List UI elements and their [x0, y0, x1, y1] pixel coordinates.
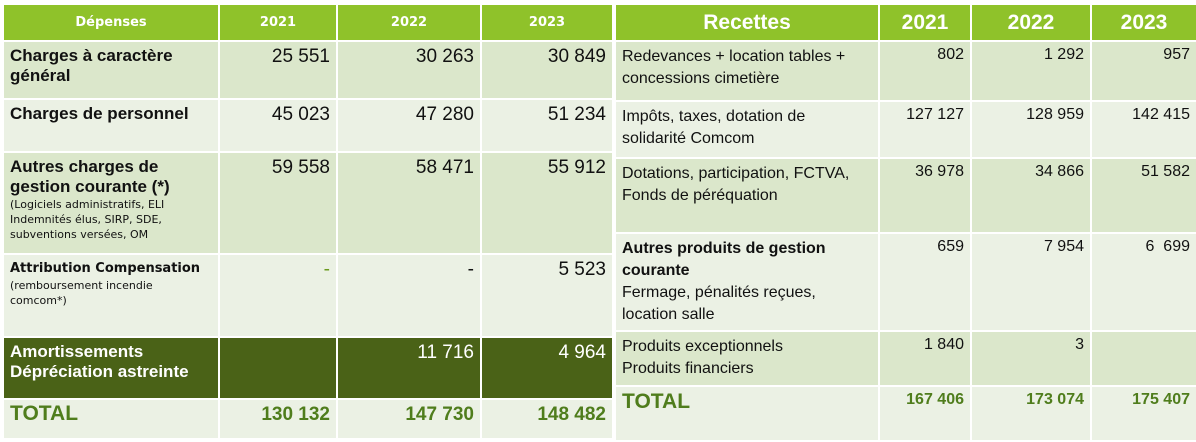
header-recettes: Recettes	[614, 3, 880, 42]
row-label-cell: Produits exceptionnels Produits financier…	[614, 330, 880, 387]
header-2023: 2023	[480, 3, 614, 42]
value-2023: 55 912	[480, 151, 614, 255]
table-row: Autres charges de gestion courante (*) (L…	[2, 151, 614, 255]
value-2022: 7 954	[970, 232, 1092, 332]
value-2021: 45 023	[218, 98, 338, 153]
value-2022: 1 292	[970, 40, 1092, 102]
header-depenses: Dépenses	[2, 3, 220, 42]
row-note: Produits financiers	[622, 360, 754, 377]
header-row: Dépenses 2021 2022 2023	[2, 3, 614, 42]
value-2022: 11 716	[336, 336, 482, 400]
row-label: Dotations, participation, FCTVA, Fonds d…	[614, 157, 880, 234]
value-2022: 3	[970, 330, 1092, 387]
depenses-table: Dépenses 2021 2022 2023 Charges à caract…	[2, 3, 614, 440]
value-2023: 142 415	[1090, 100, 1196, 159]
header-2022: 2022	[336, 3, 482, 42]
row-label: Charges de personnel	[2, 98, 220, 153]
table-row: Amortissements Dépréciation astreinte 11…	[2, 336, 614, 400]
header-2023: 2023	[1090, 3, 1196, 42]
table-row: Dotations, participation, FCTVA, Fonds d…	[614, 157, 1196, 234]
value-2022: 47 280	[336, 98, 482, 153]
total-row: TOTAL 130 132 147 730 148 482	[2, 398, 614, 440]
header-2021: 2021	[878, 3, 972, 42]
header-2021: 2021	[218, 3, 338, 42]
value-2023: 4 964	[480, 336, 614, 400]
value-2021: 802	[878, 40, 972, 102]
value-2021	[218, 336, 338, 400]
total-2023: 175 407	[1090, 385, 1196, 442]
row-note: (Logiciels administratifs, ELI Indemnité…	[10, 198, 165, 241]
value-2023: 5 523	[480, 253, 614, 338]
row-label: Autres produits de gestion courante	[622, 240, 826, 279]
table-row: Attribution Compensation (remboursement …	[2, 253, 614, 338]
total-2022: 173 074	[970, 385, 1092, 442]
row-label: Impôts, taxes, dotation de solidarité Co…	[614, 100, 880, 159]
value-2021: 1 840	[878, 330, 972, 387]
header-row: Recettes 2021 2022 2023	[614, 3, 1196, 42]
row-label: Charges à caractère général	[2, 40, 220, 100]
table-row: Produits exceptionnels Produits financier…	[614, 330, 1196, 387]
value-2023: 957	[1090, 40, 1196, 102]
value-2023: 6 699	[1090, 232, 1196, 332]
header-2022: 2022	[970, 3, 1092, 42]
row-label: Autres charges de gestion courante (*)	[10, 157, 170, 196]
recettes-table: Recettes 2021 2022 2023 Redevances + loc…	[614, 3, 1196, 442]
value-2021: 59 558	[218, 151, 338, 255]
value-2022: -	[336, 253, 482, 338]
table-row: Charges de personnel 45 023 47 280 51 23…	[2, 98, 614, 153]
value-2021: 36 978	[878, 157, 972, 234]
row-label: Amortissements Dépréciation astreinte	[2, 336, 220, 400]
total-row: TOTAL 167 406 173 074 175 407	[614, 385, 1196, 442]
total-2021: 130 132	[218, 398, 338, 440]
row-label: Attribution Compensation	[10, 261, 201, 276]
total-label: TOTAL	[614, 385, 880, 442]
table-row: Autres produits de gestion courante Ferma…	[614, 232, 1196, 332]
row-label-cell: Autres charges de gestion courante (*) (L…	[2, 151, 220, 255]
value-2021: 659	[878, 232, 972, 332]
value-2022: 34 866	[970, 157, 1092, 234]
table-row: Redevances + location tables + concessio…	[614, 40, 1196, 102]
total-2022: 147 730	[336, 398, 482, 440]
value-2023	[1090, 330, 1196, 387]
table-row: Charges à caractère général 25 551 30 26…	[2, 40, 614, 100]
total-2023: 148 482	[480, 398, 614, 440]
value-2022: 58 471	[336, 151, 482, 255]
row-label: Produits exceptionnels	[622, 338, 783, 355]
row-note: Fermage, pénalités reçues, location sall…	[622, 284, 816, 323]
value-2022: 30 263	[336, 40, 482, 100]
value-2021: 127 127	[878, 100, 972, 159]
value-2023: 51 582	[1090, 157, 1196, 234]
row-label-cell: Autres produits de gestion courante Ferma…	[614, 232, 880, 332]
value-2023: 51 234	[480, 98, 614, 153]
total-2021: 167 406	[878, 385, 972, 442]
value-2021: 25 551	[218, 40, 338, 100]
row-label: Redevances + location tables + concessio…	[614, 40, 880, 102]
total-label: TOTAL	[2, 398, 220, 440]
value-2023: 30 849	[480, 40, 614, 100]
table-row: Impôts, taxes, dotation de solidarité Co…	[614, 100, 1196, 159]
row-note: (remboursement incendie comcom*)	[10, 279, 153, 307]
value-2021: -	[218, 253, 338, 338]
row-label-cell: Attribution Compensation (remboursement …	[2, 253, 220, 338]
value-2022: 128 959	[970, 100, 1092, 159]
